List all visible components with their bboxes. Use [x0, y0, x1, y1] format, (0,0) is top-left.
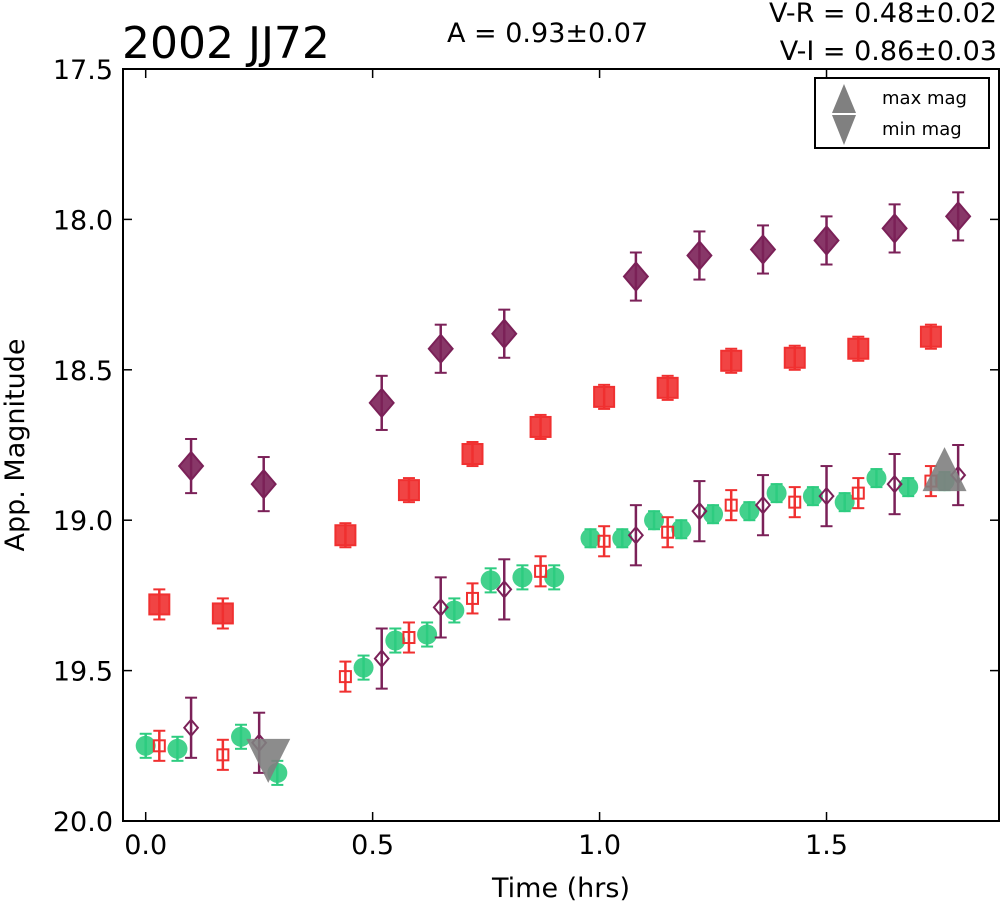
data-point [593, 385, 616, 408]
data-series [135, 191, 972, 786]
data-point [177, 450, 205, 482]
x-axis-label: Time (hrs) [491, 873, 630, 904]
max-mag-marker [922, 447, 967, 492]
data-point [944, 200, 972, 232]
data-point [656, 376, 679, 399]
data-point [496, 579, 513, 599]
extrema-markers [246, 447, 967, 783]
v-i-annotation: V-I = 0.86±0.03 [780, 36, 997, 67]
data-point [402, 631, 416, 645]
data-point [417, 624, 438, 645]
data-point [813, 224, 840, 257]
series-diamond-open [182, 444, 967, 774]
data-point [834, 492, 855, 513]
y-tick-label: 18.5 [53, 356, 113, 387]
legend-min-mag-triangle-icon [832, 115, 856, 145]
data-point [686, 239, 713, 272]
data-point [152, 739, 166, 753]
data-point [847, 337, 870, 360]
y-tick-label: 20.0 [53, 807, 113, 838]
data-point [465, 591, 479, 605]
data-point [373, 649, 390, 669]
data-point [580, 528, 601, 549]
data-point [612, 528, 633, 549]
data-point [919, 325, 942, 348]
data-point [671, 519, 692, 540]
data-point [766, 483, 787, 504]
chart-title: 2002 JJ72 [122, 18, 330, 69]
min-mag-marker [246, 738, 291, 783]
data-point [881, 212, 908, 244]
data-point [783, 346, 806, 369]
legend-max-mag-label: max mag [882, 88, 967, 109]
legend-min-mag-label: min mag [882, 119, 962, 140]
series-square-open [152, 465, 938, 771]
data-point [338, 670, 352, 684]
data-point [866, 468, 887, 489]
data-point [818, 486, 835, 506]
data-point [444, 600, 465, 621]
data-point [512, 567, 533, 588]
x-tick-label: 1.5 [805, 830, 848, 861]
data-point [703, 504, 724, 525]
data-point [724, 498, 738, 512]
data-point [480, 570, 501, 591]
data-point [182, 718, 200, 738]
data-point [491, 318, 518, 350]
data-point [627, 525, 645, 545]
data-point [622, 261, 650, 293]
v-r-annotation: V-R = 0.48±0.02 [769, 0, 997, 29]
data-point [851, 486, 865, 500]
data-point [529, 415, 552, 438]
data-point [334, 524, 357, 547]
x-tick-label: 0.0 [124, 830, 167, 861]
data-point [661, 525, 675, 539]
data-point [720, 349, 743, 372]
data-point [211, 602, 234, 625]
data-point [397, 479, 420, 502]
data-point [231, 726, 252, 747]
legend-max-mag-triangle-icon [832, 84, 856, 113]
data-point [597, 534, 611, 548]
data-point [739, 501, 760, 522]
y-axis-label: App. Magnitude [0, 339, 31, 552]
data-point [544, 567, 565, 588]
amplitude-annotation: A = 0.93±0.07 [447, 18, 648, 49]
data-point [749, 233, 777, 266]
data-point [250, 468, 277, 500]
data-point [788, 495, 802, 509]
axis-ticks: 0.0 0.5 1.0 1.5 17.5 18.0 18.5 19.0 19.5 20.0 [53, 55, 999, 861]
plot-area-frame [122, 68, 1000, 822]
series-square-filled [148, 323, 942, 630]
data-point [148, 593, 171, 616]
data-point [534, 564, 548, 578]
data-point [754, 495, 772, 515]
data-point [461, 443, 484, 466]
x-tick-label: 1.0 [578, 830, 621, 861]
data-point [167, 738, 188, 759]
data-point [802, 486, 823, 507]
data-point [898, 477, 919, 498]
data-point [385, 630, 406, 651]
y-tick-label: 19.0 [53, 506, 113, 537]
data-point [644, 510, 665, 531]
series-diamond-filled [177, 191, 972, 513]
data-point [427, 333, 454, 365]
x-tick-label: 0.5 [351, 830, 394, 861]
data-point [368, 387, 395, 419]
data-point [691, 501, 708, 521]
data-point [135, 735, 156, 756]
legend: max mag min mag [814, 77, 990, 149]
data-point [216, 748, 230, 762]
y-tick-label: 18.0 [53, 205, 113, 236]
y-tick-label: 19.5 [53, 657, 113, 688]
data-point [886, 474, 903, 494]
y-tick-label: 17.5 [53, 55, 113, 86]
data-point [353, 657, 374, 678]
data-point [432, 597, 449, 617]
